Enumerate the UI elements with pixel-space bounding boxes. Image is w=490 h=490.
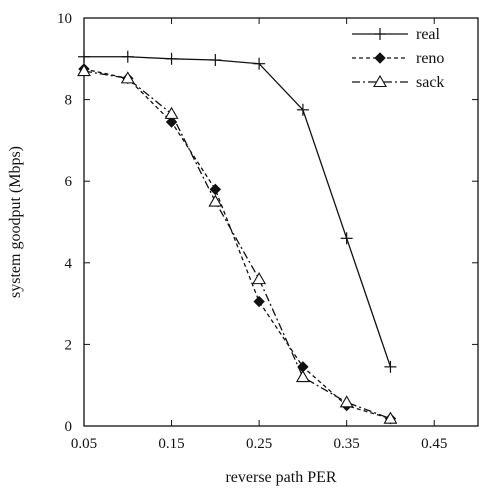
data-point-real	[209, 54, 222, 67]
y-tick-label: 6	[65, 174, 73, 190]
x-tick-label: 0.05	[71, 436, 97, 452]
data-point-real	[78, 50, 90, 63]
data-point-reno	[209, 183, 222, 196]
legend-marker	[374, 28, 386, 40]
plot-frame	[83, 17, 479, 427]
data-point-sack	[339, 395, 354, 408]
series-layer	[77, 50, 398, 425]
y-tick-label: 4	[65, 256, 73, 272]
x-tick-label: 0.45	[421, 436, 447, 452]
legend: real reno sack	[352, 26, 444, 91]
data-point-real	[121, 50, 134, 63]
legend-label: reno	[416, 50, 444, 67]
data-point-sack	[252, 272, 267, 285]
data-point-sack	[120, 71, 135, 84]
y-tick-label: 0	[65, 419, 73, 435]
legend-marker	[374, 52, 386, 64]
data-point-sack	[77, 63, 91, 77]
data-point-real	[296, 103, 309, 116]
series-line-real	[84, 56, 392, 368]
data-point-real	[165, 52, 178, 65]
data-point-sack	[295, 369, 310, 383]
y-axis-ticks: 0 2 4 6 8 10	[57, 11, 478, 435]
data-point-sack	[164, 106, 179, 119]
legend-item-sack: sack	[352, 74, 444, 91]
y-tick-label: 2	[65, 337, 73, 353]
legend-label: real	[416, 26, 441, 43]
y-tick-label: 10	[57, 11, 72, 27]
legend-item-real: real	[352, 26, 441, 43]
data-point-sack	[208, 194, 223, 207]
data-point-real	[253, 57, 266, 70]
data-point-sack	[383, 411, 398, 424]
y-tick-label: 8	[65, 93, 73, 109]
x-axis-ticks: 0.05 0.15 0.25 0.35 0.45	[71, 18, 447, 452]
x-tick-label: 0.15	[158, 436, 184, 452]
data-point-real	[384, 360, 397, 373]
series-line-reno	[83, 68, 391, 420]
x-tick-label: 0.25	[246, 436, 272, 452]
y-axis-label: system goodput (Mbps)	[7, 146, 24, 298]
data-point-real	[340, 232, 353, 245]
series-line-sack	[83, 70, 391, 420]
legend-label: sack	[416, 74, 444, 91]
series-real	[78, 50, 397, 373]
data-point-reno	[253, 295, 265, 308]
x-axis-label: reverse path PER	[225, 469, 336, 486]
x-tick-label: 0.35	[334, 436, 360, 452]
legend-marker	[373, 74, 387, 88]
legend-item-reno: reno	[352, 50, 444, 67]
series-sack	[77, 63, 398, 424]
